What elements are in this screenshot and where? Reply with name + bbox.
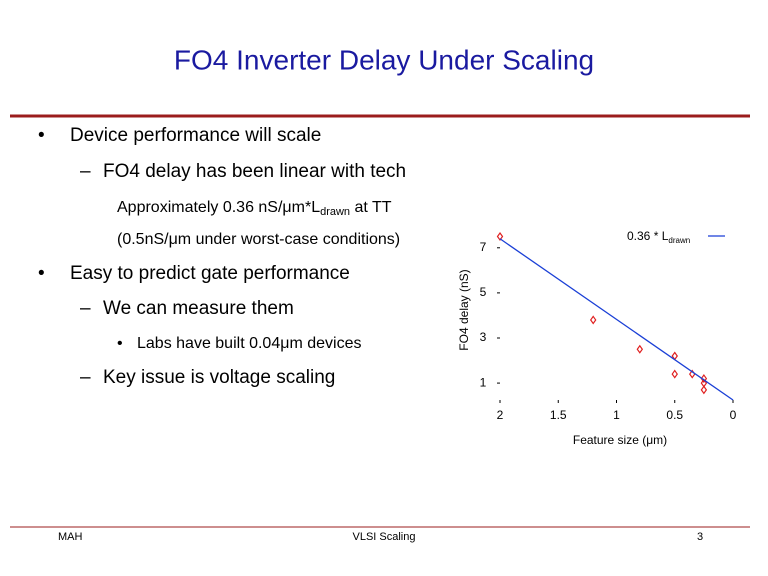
point (589, 315, 597, 325)
y-tick-label: 1 (480, 375, 487, 389)
subscript: drawn (320, 206, 350, 218)
footer-center: VLSI Scaling (353, 531, 416, 543)
text-part: at TT (350, 199, 392, 216)
point (700, 385, 708, 395)
legend-text: 0.36 * L (627, 229, 669, 243)
bullet-marker: • (117, 335, 123, 352)
point (671, 369, 678, 379)
x-tick-label: 0 (730, 408, 737, 422)
bullet-text: Approximately 0.36 nS/μm*Ldrawn at TT (117, 199, 392, 218)
bullet-marker: – (80, 161, 91, 182)
footer-right: 3 (697, 531, 703, 543)
legend-label: 0.36 * Ldrawn (627, 229, 690, 245)
bullet-marker: • (38, 263, 45, 284)
x-tick-label: 1.5 (550, 408, 567, 422)
x-tick-label: 1 (613, 408, 620, 422)
y-tick-label: 5 (480, 285, 487, 299)
x-tick-label: 2 (497, 408, 504, 422)
bullet-text: FO4 delay has been linear with tech (103, 161, 406, 182)
slide-title: FO4 Inverter Delay Under Scaling (174, 44, 594, 75)
point (496, 231, 504, 242)
bullet-marker: – (80, 367, 91, 388)
bullet-text: Easy to predict gate performance (70, 263, 350, 284)
bullet-marker: – (80, 298, 91, 319)
bullet-text: (0.5nS/μm under worst-case conditions) (117, 231, 400, 248)
bullet-text: Device performance will scale (70, 125, 321, 146)
bullet-text: We can measure them (103, 298, 294, 319)
y-tick-label: 3 (480, 330, 487, 344)
point (700, 374, 708, 384)
bullet-marker: • (38, 125, 45, 146)
point (636, 344, 644, 354)
y-axis-label: FO4 delay (nS) (457, 269, 471, 350)
y-tick-label: 7 (480, 240, 487, 254)
footer-left: MAH (58, 531, 83, 543)
x-tick-label: 0.5 (666, 408, 683, 422)
bullet-text: Key issue is voltage scaling (103, 367, 335, 388)
text-part: Approximately 0.36 nS/μm*L (117, 199, 320, 216)
bullet-text: Labs have built 0.04μm devices (137, 335, 361, 352)
legend-subscript: drawn (668, 236, 690, 245)
x-axis-label: Feature size (μm) (573, 433, 667, 447)
fit-line (499, 238, 734, 401)
